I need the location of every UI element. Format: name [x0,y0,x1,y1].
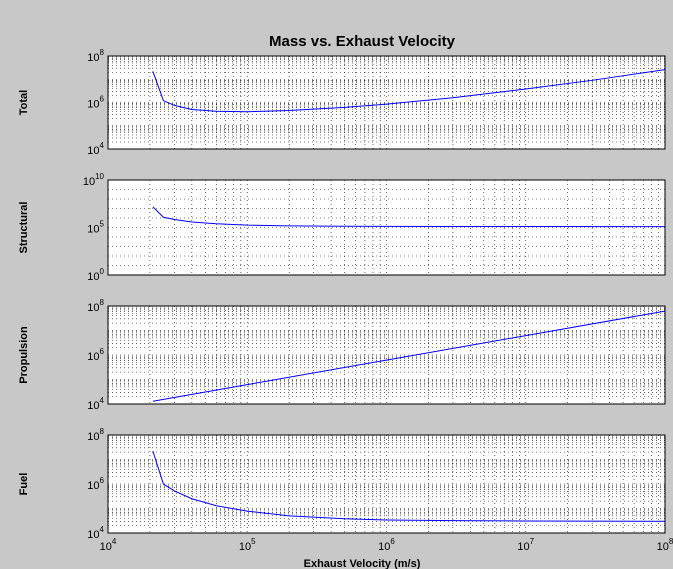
series-line [152,450,666,522]
y-tick-label: 104 [87,141,104,157]
series-line [152,310,666,402]
axes-frame [107,305,666,405]
y-grid [108,189,665,266]
x-tick-label: 105 [239,537,256,553]
x-tick-label: 104 [100,537,117,553]
y-tick-label: 1010 [83,172,105,188]
plot-area [108,56,665,149]
subplot-3: 104 106 108 Propulsion [18,298,666,412]
x-tick-label: 107 [517,537,534,553]
y-tick-label: 105 [87,220,104,236]
series-line [152,69,666,113]
y-axis-label: Fuel [18,473,30,496]
figure-title: Mass vs. Exhaust Velocity [269,33,456,50]
x-tick-label: 108 [657,537,673,553]
y-tick-label: 108 [87,48,104,64]
subplot-2: 100 105 1010 Structural [18,172,666,283]
y-tick-label: 108 [87,427,104,443]
x-grid [149,435,659,533]
y-grid [108,306,665,397]
axes-frame [107,55,666,150]
subplot-1: 104 106 108 Total [18,48,666,157]
y-tick-label: 100 [87,267,104,283]
subplots: 104 106 108 Total 100 105 1010 Structural 104 106… [18,48,673,553]
y-axis-label: Structural [18,202,30,254]
y-axis-label: Total [18,90,30,115]
axes-frame [107,434,666,534]
y-tick-label: 106 [87,476,104,492]
y-axis-label: Propulsion [18,326,30,384]
subplot-4: 104 106 108 Fuel 104 105 106 107 108 [18,427,673,553]
y-grid [108,435,665,526]
x-axis-label: Exhaust Velocity (m/s) [304,558,421,569]
y-tick-label: 104 [87,396,104,412]
axes-frame [107,179,666,276]
x-tick-label: 106 [378,537,395,553]
y-tick-label: 104 [87,525,104,541]
y-tick-label: 106 [87,95,104,111]
y-tick-label: 106 [87,347,104,363]
y-tick-label: 108 [87,298,104,314]
series-line [152,206,666,228]
